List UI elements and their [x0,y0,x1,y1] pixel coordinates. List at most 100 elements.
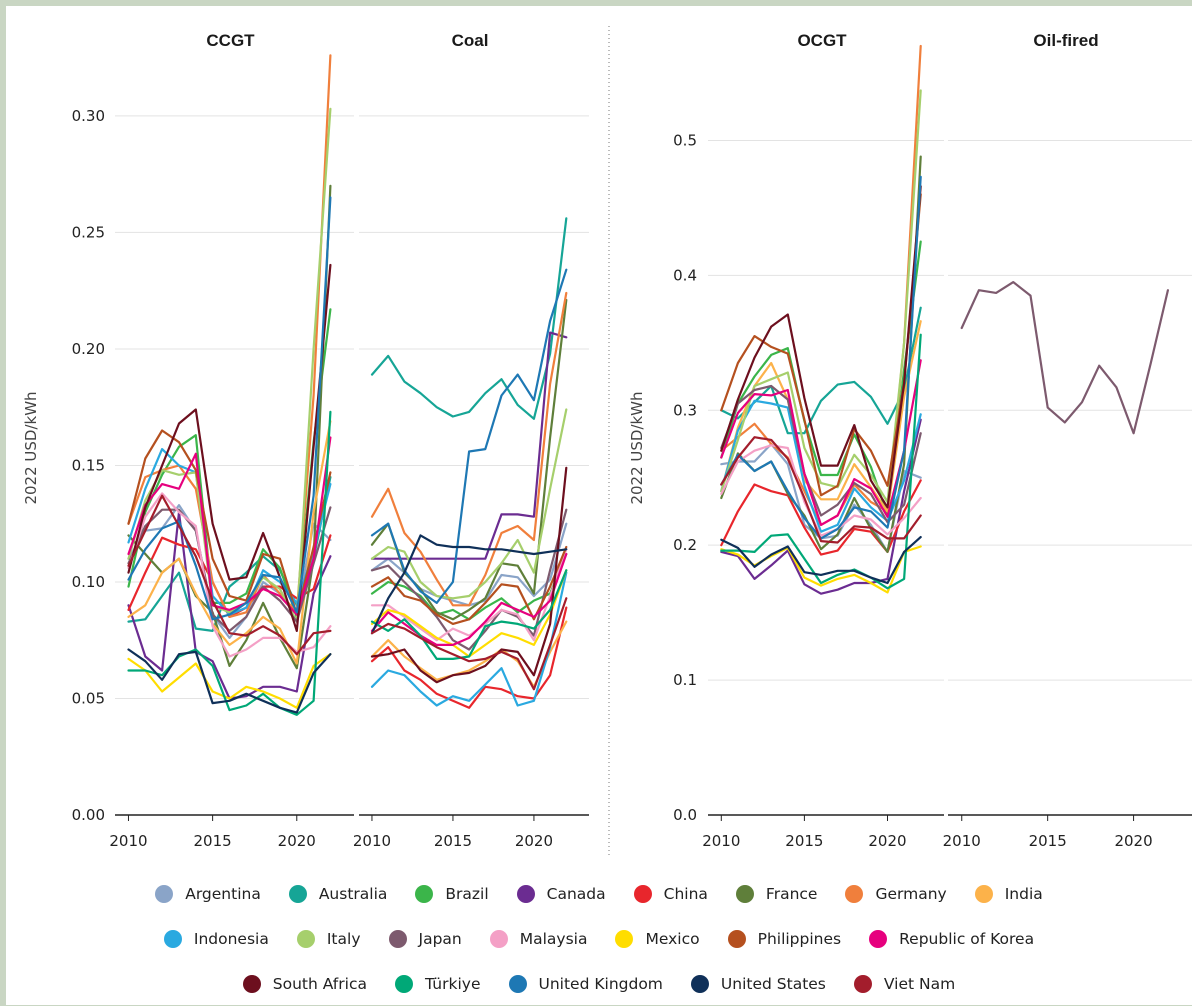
legend-item: Philippines [727,929,842,948]
legend-swatch [615,929,634,948]
axis-layer [115,26,1192,856]
legend-row: Indonesia Italy Japan Malaysia Mexico Philipp… [6,916,1192,961]
panel-title-oil-fired: Oil-fired [1033,31,1098,50]
right-y-tick-label: 0.2 [673,536,697,554]
series-line-philippines [370,545,568,626]
legend-swatch [690,974,709,993]
left-y-axis-title: 2022 USD/kWh [22,391,40,504]
legend-swatch [974,884,993,903]
grid-layer [115,115,1192,699]
series-line-united-states [127,648,332,714]
legend-item: Canada [516,884,606,903]
right-y-axis-title: 2022 USD/kWh [628,391,646,504]
legend-row: Argentina Australia Brazil Canada China Franc… [6,871,1192,916]
legend-label: Argentina [185,884,261,903]
legend-item: Viet Nam [853,974,956,993]
legend-item: Germany [845,884,947,903]
legend-swatch [869,929,888,948]
legend-swatch [394,974,413,993]
legend-swatch [727,929,746,948]
legend-swatch [163,929,182,948]
legend-label: China [663,884,708,903]
legend-swatch [516,884,535,903]
legend-swatch [853,974,872,993]
legend-swatch [388,929,407,948]
legend-item: Australia [288,884,387,903]
legend-label: United Kingdom [538,974,663,993]
series-line-germany [370,291,568,607]
legend-label: Republic of Korea [899,929,1035,948]
legend-label: South Africa [272,974,367,993]
x-tick-label: 2015 [434,832,472,850]
legend-item: Republic of Korea [869,929,1035,948]
series-line-united-kingdom [127,196,332,621]
right-y-tick-label: 0.3 [673,401,697,419]
legend-item: China [633,884,708,903]
x-tick-label: 2020 [868,832,906,850]
series-line-canada [370,331,568,560]
x-tick-label: 2015 [785,832,823,850]
legend-label: India [1004,884,1043,903]
series-line-t-rkiye [720,333,922,590]
legend-label: Japan [418,929,462,948]
series-line-republic-of-korea [370,552,568,647]
legend-item: Japan [388,929,462,948]
legend-item: South Africa [242,974,367,993]
legend-label: Mexico [645,929,700,948]
series-line-t-rkiye [127,410,332,716]
chart-canvas: 0.00 0.05 0.10 0.15 0.20 0.25 0.30 2022 USD/kWh… [22,26,1192,856]
right-y-tick-label: 0.0 [673,806,697,824]
label-layer: 0.00 0.05 0.10 0.15 0.20 0.25 0.30 2022 USD/kWh… [22,31,1153,850]
legend-label: Indonesia [193,929,269,948]
series-line-australia [370,217,568,420]
series-line-malaysia [127,492,332,658]
left-y-tick-label: 0.30 [72,107,105,125]
legend-item: United States [690,974,826,993]
series-line-t-rkiye [370,569,568,661]
series-line-india [127,420,332,665]
legend-item: Mexico [615,929,700,948]
legend-label: Philippines [757,929,842,948]
legend: Argentina Australia Brazil Canada China Franc… [6,871,1192,1006]
right-y-tick-label: 0.1 [673,671,697,689]
legend-swatch [633,884,652,903]
series-line-indonesia [370,571,568,707]
right-y-tick-label: 0.5 [673,131,697,149]
legend-label: France [765,884,818,903]
left-y-tick-label: 0.20 [72,340,105,358]
left-y-tick-label: 0.25 [72,223,105,241]
series-line-united-states [370,534,568,635]
panel-title-coal: Coal [452,31,489,50]
legend-swatch [288,884,307,903]
legend-swatch [155,884,174,903]
legend-item: France [735,884,818,903]
legend-item: Indonesia [163,929,269,948]
series-line-italy [370,408,568,600]
x-tick-label: 2010 [353,832,391,850]
legend-swatch [489,929,508,948]
left-y-tick-label: 0.15 [72,456,105,474]
x-tick-label: 2010 [109,832,147,850]
legend-swatch [242,974,261,993]
series-line-malaysia [720,444,922,537]
legend-label: Brazil [445,884,489,903]
series-layer [127,44,1170,716]
series-line-canada [720,418,922,595]
series-line-viet-nam [370,597,568,691]
legend-label: Malaysia [519,929,588,948]
legend-item: Brazil [415,884,489,903]
left-y-tick-label: 0.05 [72,689,105,707]
series-line-united-states [720,535,922,585]
series-line-south-africa [127,263,332,633]
series-line-south-africa [370,466,568,684]
legend-row: South Africa Türkiye United Kingdom United … [6,961,1192,1006]
series-line-australia [720,306,922,435]
legend-swatch [735,884,754,903]
x-tick-label: 2020 [515,832,553,850]
legend-label: Viet Nam [883,974,956,993]
legend-label: Türkiye [424,974,481,993]
legend-label: Italy [326,929,361,948]
legend-label: Canada [546,884,606,903]
x-tick-label: 2015 [194,832,232,850]
series-line-viet-nam [127,494,332,656]
